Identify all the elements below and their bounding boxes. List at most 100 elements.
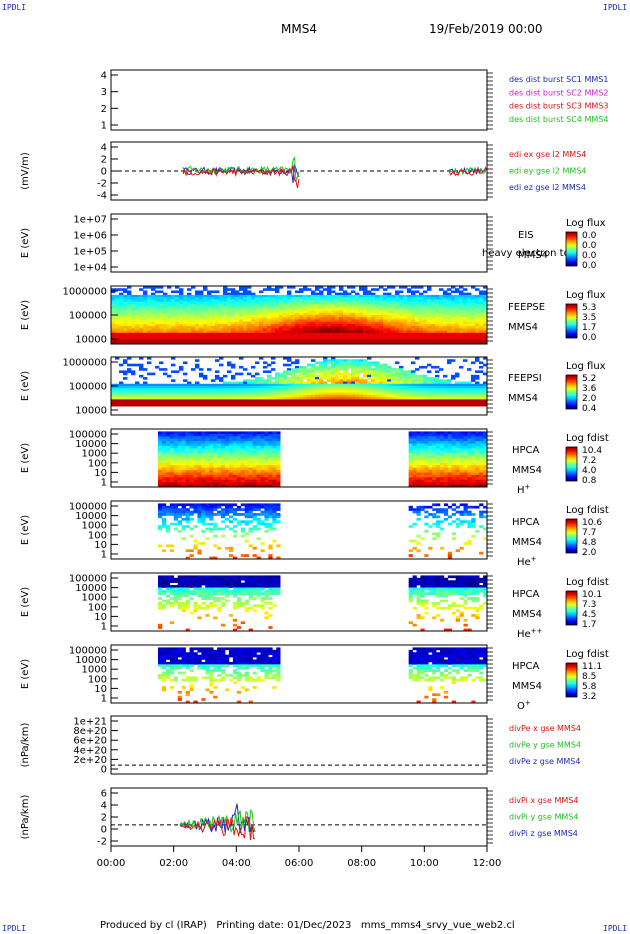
spectrogram-cell — [181, 482, 186, 485]
spectrogram-cell — [451, 335, 456, 338]
spectrogram-cell — [111, 388, 116, 391]
spectrogram-cell — [416, 477, 421, 481]
spectrogram-cell — [247, 390, 252, 394]
spectrogram-cell — [467, 294, 472, 298]
spectrogram-cell — [272, 436, 277, 439]
spectrogram-cell — [471, 482, 476, 485]
spectrogram-cell — [447, 303, 452, 307]
spectrogram-cell — [123, 339, 128, 343]
spectrogram-cell — [143, 308, 148, 311]
spectrogram-cell — [213, 433, 218, 437]
y-tick-label: 10000 — [75, 335, 107, 346]
spectrogram-cell — [267, 323, 272, 327]
spectrogram-cell — [205, 482, 210, 485]
spectrogram-cell — [411, 292, 416, 296]
spectrogram-cell — [209, 438, 214, 442]
spectrogram-cell — [175, 397, 180, 400]
spectrogram-cell — [115, 328, 120, 332]
spectrogram-cell — [379, 303, 384, 307]
spectrogram-cell — [177, 455, 182, 459]
spectrogram-cell — [119, 403, 124, 407]
spectrogram-cell — [408, 450, 413, 454]
spectrogram-cell — [203, 299, 208, 303]
spectrogram-cell — [183, 299, 188, 303]
spectrogram-cell — [239, 337, 244, 340]
spectrogram-cell — [215, 306, 220, 309]
colorbar-title: Log flux — [566, 218, 606, 229]
spectrogram-cell — [131, 339, 136, 343]
spectrogram-cell — [171, 315, 176, 318]
spectrogram-cell — [231, 312, 236, 316]
spectrogram-cell — [383, 310, 388, 314]
colorbar-tick-label: 3.6 — [582, 384, 597, 394]
spectrogram-cell — [175, 286, 180, 289]
spectrogram-cell — [295, 386, 300, 389]
spectrogram-cell — [227, 292, 232, 296]
spectrogram-cell — [299, 303, 304, 307]
spectrogram-cell — [283, 326, 288, 329]
spectrogram-cell — [355, 339, 360, 343]
spectrogram-cell — [439, 323, 444, 327]
spectrogram-cell — [343, 310, 348, 314]
spectrogram-cell — [287, 379, 292, 382]
spectrogram-cell — [311, 337, 316, 340]
spectrogram-cell — [199, 299, 204, 303]
spectrogram-cell — [363, 321, 368, 325]
spectrogram-cell — [147, 317, 152, 320]
spectrogram-cell — [447, 330, 452, 334]
spectrogram-cell — [231, 386, 236, 389]
spectrogram-cell — [187, 390, 192, 394]
spectrogram-cell — [463, 474, 468, 478]
spectrogram-cell — [455, 399, 460, 403]
spectrogram-cell — [283, 403, 288, 407]
spectrogram-cell — [479, 388, 484, 391]
spectrogram-cell — [287, 341, 292, 345]
spectrogram-cell — [343, 317, 348, 320]
spectrogram-cell — [111, 310, 116, 314]
spectrogram-cell — [439, 319, 444, 323]
spectrogram-cell — [179, 310, 184, 314]
spectrogram-cell — [193, 445, 198, 449]
spectrogram-cell — [255, 328, 260, 332]
spectrogram-cell — [391, 337, 396, 340]
spectrogram-cell — [299, 394, 304, 398]
spectrogram-cell — [415, 332, 420, 336]
spectrogram-cell — [207, 341, 212, 345]
spectrogram-cell — [197, 482, 202, 485]
spectrogram-cell — [201, 460, 206, 464]
spectrogram-cell — [179, 312, 184, 316]
spectrogram-cell — [428, 474, 433, 478]
spectrogram-cell — [291, 390, 296, 394]
spectrogram-cell — [264, 472, 269, 476]
spectrogram-cell — [420, 477, 425, 481]
spectrogram-cell — [127, 308, 132, 311]
spectrogram-cell — [115, 321, 120, 325]
spectrogram-cell — [159, 335, 164, 338]
spectrogram-cell — [363, 392, 368, 396]
spectrogram-cell — [471, 458, 476, 461]
spectrogram-cell — [191, 326, 196, 329]
spectrogram-cell — [420, 433, 425, 437]
spectrogram-cell — [207, 332, 212, 336]
spectrogram-cell — [315, 335, 320, 338]
spectrogram-cell — [255, 332, 260, 336]
spectrogram-cell — [213, 474, 218, 478]
spectrogram-cell — [159, 328, 164, 332]
spectrogram-cell — [263, 319, 268, 323]
spectrogram-cell — [219, 332, 224, 336]
spectrogram-cell — [451, 467, 456, 471]
spectrogram-cell — [244, 455, 249, 459]
spectrogram-cell — [447, 339, 452, 343]
spectrogram-cell — [455, 306, 460, 309]
spectrogram-cell — [420, 431, 425, 435]
spectrogram-cell — [279, 386, 284, 389]
spectrogram-cell — [371, 399, 376, 403]
spectrogram-cell — [483, 363, 488, 367]
spectrogram-cell — [191, 386, 196, 389]
spectrogram-cell — [158, 460, 163, 464]
spectrogram-cell — [123, 392, 128, 396]
spectrogram-cell — [231, 332, 236, 336]
spectrogram-cell — [291, 379, 296, 382]
spectrogram-cell — [351, 394, 356, 398]
spectrogram-cell — [287, 386, 292, 389]
